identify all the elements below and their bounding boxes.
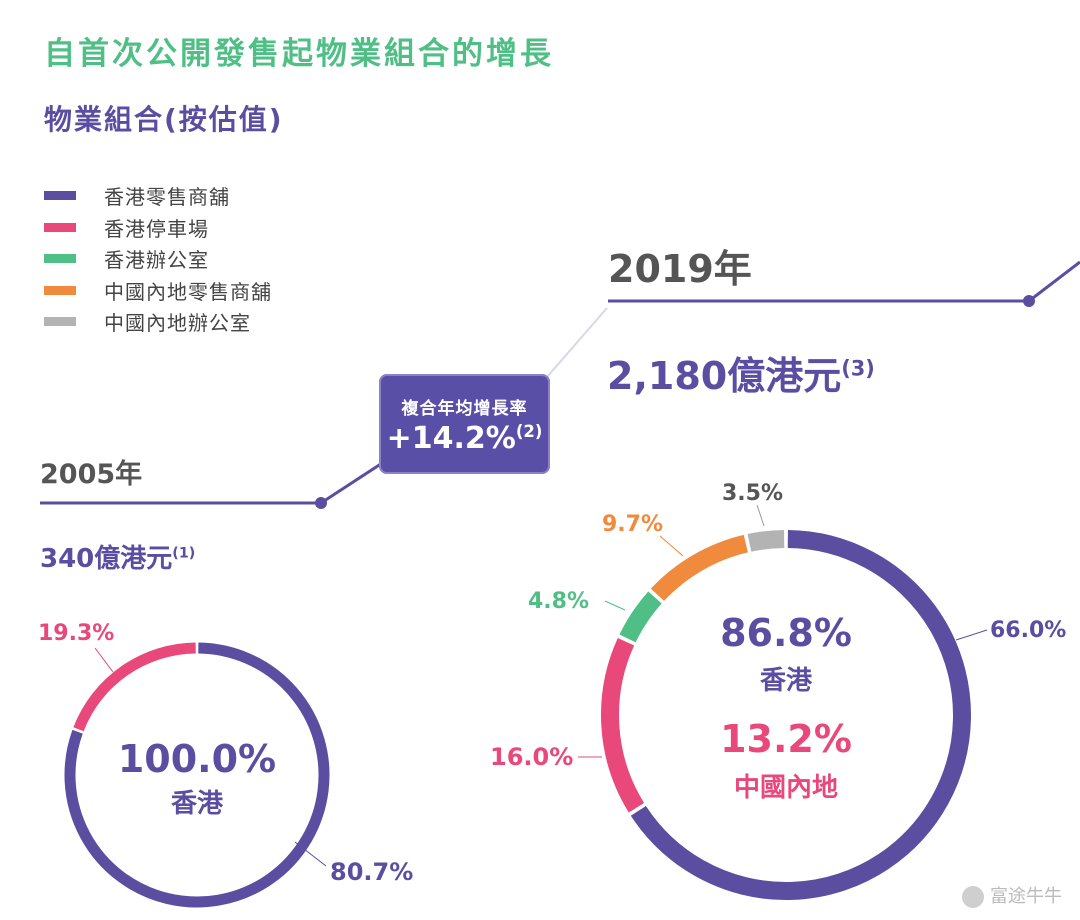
page-subtitle: 物業組合(按估值) — [44, 103, 284, 136]
cagr-note: (2) — [515, 422, 543, 441]
donut-slice — [630, 530, 971, 900]
legend-swatch — [44, 191, 76, 201]
end-amount: 2,180億港元(3) — [607, 345, 875, 400]
legend-label: 中國內地辦公室 — [104, 311, 251, 336]
legend-label: 中國內地零售商舖 — [104, 279, 272, 304]
slice-label: 19.3% — [38, 621, 114, 646]
start-amount-value: 340億港元 — [40, 544, 173, 574]
legend-swatch — [44, 285, 76, 295]
end-amount-value: 2,180億港元 — [607, 354, 842, 398]
donut-center-value: 13.2% — [720, 717, 852, 761]
donut-center-label: 香港 — [171, 789, 224, 819]
legend-item: 中國內地零售商舖 — [44, 275, 272, 307]
timeline-connector-line — [539, 307, 608, 386]
end-year: 2019年 — [608, 247, 752, 291]
slice-label: 4.8% — [528, 589, 589, 614]
slice-label: 3.5% — [722, 481, 783, 506]
donut-slice — [619, 591, 662, 643]
slice-label: 66.0% — [990, 618, 1066, 643]
legend-item: 中國內地辦公室 — [44, 306, 272, 338]
donut-center-value: 86.8% — [720, 611, 852, 655]
end-amount-note: (3) — [841, 356, 875, 381]
timeline-2005-dot — [315, 497, 327, 509]
slice-label: 16.0% — [490, 743, 573, 771]
donut-center-label: 香港 — [760, 666, 813, 696]
leader-line — [955, 629, 988, 641]
leader-line — [94, 647, 114, 673]
start-amount: 340億港元(1) — [40, 538, 195, 575]
legend-item: 香港停車場 — [44, 212, 272, 244]
legend-swatch — [44, 222, 76, 232]
slice-label: 80.7% — [330, 858, 413, 886]
leader-line — [604, 600, 626, 611]
watermark-text: 富途牛牛 — [990, 886, 1062, 907]
donut-slice — [650, 534, 749, 602]
leader-line — [659, 535, 684, 557]
legend-label: 香港停車場 — [104, 216, 209, 241]
chart-legend: 香港零售商舖 香港停車場 香港辦公室 中國內地零售商舖 中國內地辦公室 — [44, 180, 272, 338]
timeline-rise-line — [320, 456, 391, 505]
cagr-value-text: +14.2% — [386, 421, 516, 456]
donut-slice — [747, 530, 785, 552]
donut-center-label: 中國內地 — [734, 773, 838, 803]
legend-swatch — [44, 317, 76, 327]
leader-line — [294, 841, 327, 867]
legend-item: 香港零售商舖 — [44, 180, 272, 212]
donut-2019 — [601, 530, 971, 900]
timeline-tail-line — [1028, 260, 1080, 303]
page-title: 自首次公開發售起物業組合的增長 — [44, 36, 554, 72]
donut-slice — [73, 642, 196, 732]
cagr-value: +14.2%(2) — [379, 421, 550, 456]
legend-label: 香港辦公室 — [104, 248, 209, 273]
start-year: 2005年 — [40, 459, 143, 490]
donut-slice — [601, 637, 645, 813]
cagr-label: 複合年均增長率 — [401, 399, 528, 419]
start-amount-note: (1) — [172, 545, 196, 562]
watermark: 富途牛牛 — [962, 882, 1062, 908]
watermark-logo-icon — [962, 886, 984, 908]
donut-center-value: 100.0% — [118, 737, 276, 781]
cagr-box: 複合年均增長率 +14.2%(2) — [379, 374, 550, 474]
legend-swatch — [44, 254, 76, 264]
slice-label: 9.7% — [602, 512, 663, 537]
legend-label: 香港零售商舖 — [104, 185, 230, 210]
legend-item: 香港辦公室 — [44, 243, 272, 275]
timeline-2019-dot — [1023, 295, 1035, 307]
donut-2005 — [64, 642, 330, 908]
leader-line — [756, 504, 765, 527]
donut-slice — [64, 642, 330, 908]
